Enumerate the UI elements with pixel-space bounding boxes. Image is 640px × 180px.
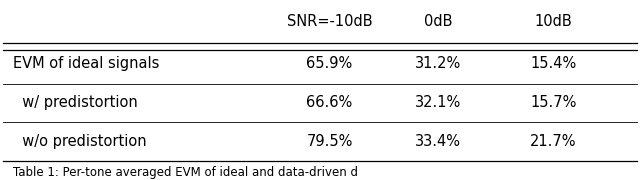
Text: 32.1%: 32.1% xyxy=(415,95,461,110)
Text: Table 1: Per-tone averaged EVM of ideal and data-driven d: Table 1: Per-tone averaged EVM of ideal … xyxy=(13,166,358,179)
Text: 65.9%: 65.9% xyxy=(307,56,353,71)
Text: 66.6%: 66.6% xyxy=(307,95,353,110)
Text: 79.5%: 79.5% xyxy=(307,134,353,149)
Text: 15.4%: 15.4% xyxy=(531,56,577,71)
Text: 15.7%: 15.7% xyxy=(531,95,577,110)
Text: 31.2%: 31.2% xyxy=(415,56,461,71)
Text: 10dB: 10dB xyxy=(535,14,572,29)
Text: 21.7%: 21.7% xyxy=(531,134,577,149)
Text: w/ predistortion: w/ predistortion xyxy=(13,95,138,110)
Text: EVM of ideal signals: EVM of ideal signals xyxy=(13,56,159,71)
Text: 33.4%: 33.4% xyxy=(415,134,461,149)
Text: 0dB: 0dB xyxy=(424,14,452,29)
Text: w/o predistortion: w/o predistortion xyxy=(13,134,147,149)
Text: SNR=-10dB: SNR=-10dB xyxy=(287,14,372,29)
